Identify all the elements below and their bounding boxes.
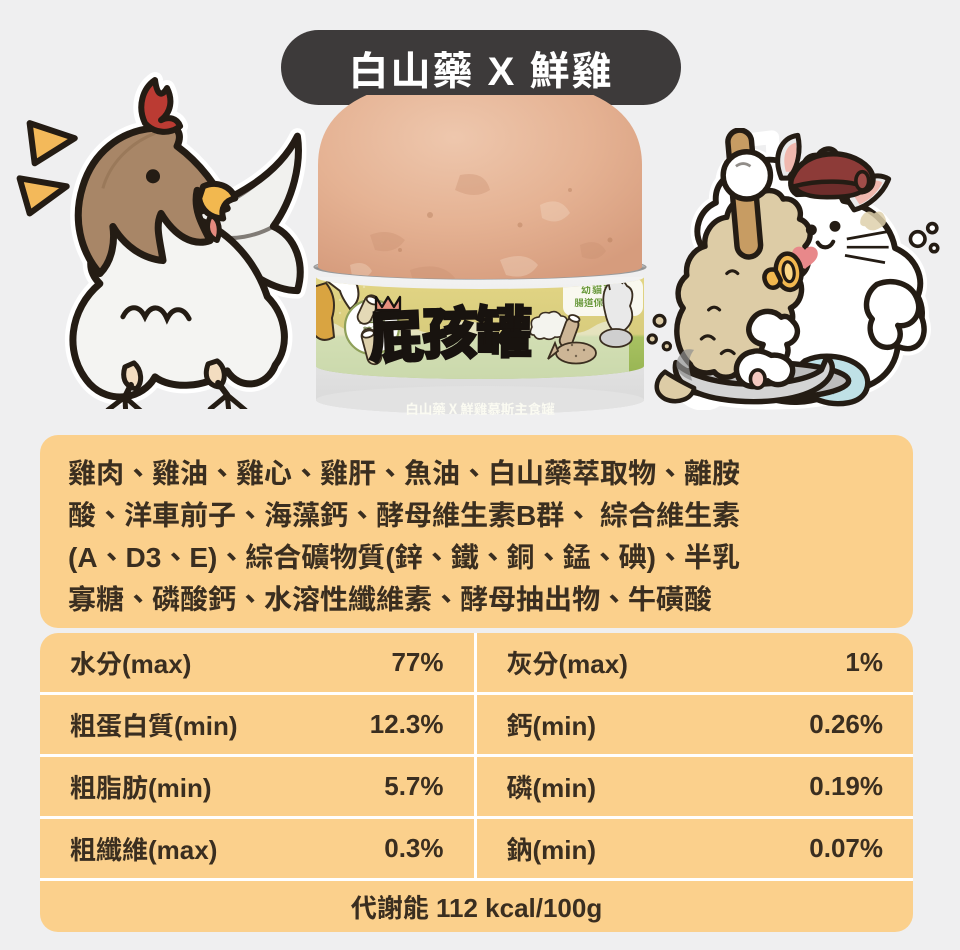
svg-text:罐: 罐 <box>476 288 533 369</box>
svg-text:孩: 孩 <box>421 289 478 371</box>
svg-text:白山藥 X 鮮雞慕斯主食罐: 白山藥 X 鮮雞慕斯主食罐 <box>405 398 555 415</box>
